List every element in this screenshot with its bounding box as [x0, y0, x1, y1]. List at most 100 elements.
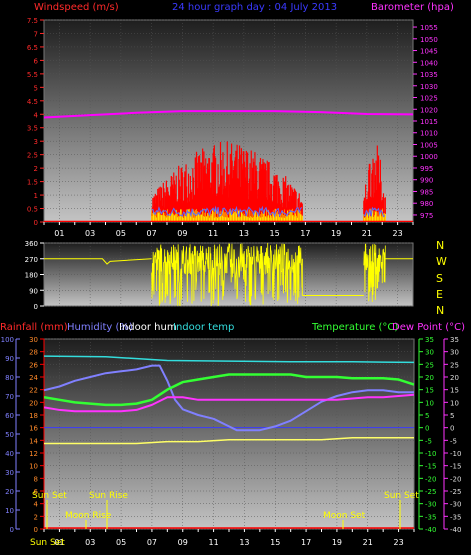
climate-x-tick-label: 15 [270, 538, 280, 547]
rain-y-tick-label: 14 [29, 437, 38, 445]
direction-spikes [363, 243, 386, 303]
wind-x-tick-label: 19 [331, 229, 341, 238]
dewpoint-y-tick-label: -25 [450, 488, 461, 496]
wind-y-tick-label: 0.5 [27, 206, 38, 214]
barometer-y-tick-label: 1020 [420, 106, 438, 114]
humidity-y-tick-label: 100 [1, 336, 14, 344]
climate-x-tick-label: 07 [147, 538, 157, 547]
barometer-y-tick-label: 1000 [420, 153, 438, 161]
barometer-y-tick-label: 995 [420, 165, 433, 173]
indoor-temp-line [44, 355, 414, 364]
wind-y-tick-label: 3 [34, 138, 38, 146]
direction-plot-area [43, 242, 414, 307]
temperature-axis-label: Temperature (°C) [311, 322, 398, 333]
wind-x-tick-label: 09 [177, 229, 187, 238]
direction-y-tick-label: 360 [25, 240, 38, 248]
climate-x-tick-label: 11 [208, 538, 218, 547]
rain-y-tick-label: 16 [29, 425, 38, 433]
indoor-hum-line [44, 437, 414, 445]
barometer-y-tick-label: 1035 [420, 71, 438, 79]
climate-x-tick-label: 13 [239, 538, 249, 547]
barometer-y-tick-label: 985 [420, 188, 433, 196]
climate-x-tick-label: 17 [301, 538, 311, 547]
wind-x-tick-label: 17 [300, 229, 310, 238]
rain-y-tick-label: 26 [29, 361, 38, 369]
compass-label: N [436, 239, 444, 252]
rain-y-tick-label: 2 [34, 513, 38, 521]
direction-spikes [151, 243, 303, 306]
climate-x-tick-label: 23 [393, 538, 403, 547]
wind-y-tick-label: 7.5 [27, 17, 38, 25]
temperature-y-tick-label: 10 [425, 399, 434, 407]
wind-x-tick-label: 11 [208, 229, 218, 238]
barometer-y-tick-label: 975 [420, 212, 433, 220]
rainfall-axis-label: Rainfall (mm) [0, 322, 68, 333]
indoor-hum-label: Indoor hum [119, 322, 177, 333]
direction-y-tick-label: 0 [34, 303, 38, 311]
dewpoint-y-tick-label: -40 [450, 526, 461, 534]
temperature-y-tick-label: -20 [425, 475, 436, 483]
humidity-y-tick-label: 80 [5, 374, 14, 382]
humidity-y-tick-label: 60 [5, 412, 14, 420]
wind-y-tick-label: 0 [34, 219, 38, 227]
temperature-y-tick-label: 30 [425, 349, 434, 357]
direction-line [44, 258, 152, 265]
barometer-y-tick-label: 980 [420, 200, 433, 208]
climate-x-tick-label: 21 [363, 538, 373, 547]
compass-label: E [436, 288, 443, 301]
rain-y-tick-label: 6 [34, 488, 39, 496]
humidity-y-tick-label: 50 [5, 431, 14, 439]
barometer-y-tick-label: 1055 [420, 24, 438, 32]
humidity-line [44, 364, 414, 432]
sun-set-left-label: Sun Set [32, 491, 67, 501]
climate-x-tick-label: 01 [54, 538, 64, 547]
direction-y-tick-label: 180 [25, 272, 38, 280]
dewpoint-axis-label: Dew Point (°C) [392, 322, 465, 333]
dewpoint-y-tick-label: 30 [450, 349, 459, 357]
humidity-axis-label: Humidity (%) [67, 322, 133, 333]
wind-x-tick-label: 21 [362, 229, 372, 238]
wind-y-tick-label: 1 [34, 192, 38, 200]
humidity-y-tick-label: 10 [5, 507, 14, 515]
rain-y-tick-label: 18 [29, 412, 38, 420]
barometer-y-tick-label: 1015 [420, 118, 438, 126]
wind-x-tick-label: 05 [116, 229, 126, 238]
wind-x-tick-label: 07 [147, 229, 157, 238]
temperature-y-tick-label: 25 [425, 361, 434, 369]
wind-y-tick-label: 6.5 [27, 44, 38, 52]
dewpoint-y-tick-label: 5 [450, 412, 454, 420]
dewpoint-y-tick-label: -30 [450, 501, 461, 509]
barometer-y-tick-label: 1010 [420, 130, 438, 138]
dewpoint-y-tick-label: -20 [450, 475, 461, 483]
temperature-y-tick-label: 15 [425, 387, 434, 395]
wind-y-tick-label: 1.5 [27, 179, 38, 187]
dewpoint-y-tick-label: 0 [450, 425, 454, 433]
rain-y-tick-label: 28 [29, 349, 38, 357]
humidity-y-tick-label: 40 [5, 450, 14, 458]
dewpoint-y-tick-label: 35 [450, 336, 459, 344]
rain-y-tick-label: 12 [29, 450, 38, 458]
wind-x-tick-label: 13 [239, 229, 249, 238]
compass-label: N [436, 304, 444, 317]
direction-y-tick-label: 90 [29, 287, 38, 295]
wind-y-tick-label: 7 [34, 30, 38, 38]
wind-x-tick-label: 23 [393, 229, 403, 238]
temperature-y-tick-label: -35 [425, 513, 436, 521]
wind-y-tick-label: 4 [34, 111, 39, 119]
rain-y-tick-label: 0 [34, 526, 38, 534]
dewpoint-y-tick-label: -35 [450, 513, 461, 521]
humidity-y-tick-label: 70 [5, 393, 14, 401]
average-wind-line [363, 206, 386, 218]
temperature-y-tick-label: -10 [425, 450, 436, 458]
rain-y-tick-label: 20 [29, 399, 38, 407]
moon-set-label: Moon Set [323, 511, 366, 521]
wind-plot-area [43, 19, 414, 223]
wind-y-tick-label: 5.5 [27, 71, 38, 79]
chart-title: 24 hour graph day : 04 July 2013 [172, 2, 337, 13]
barometer-y-tick-label: 1025 [420, 95, 438, 103]
sun-set-axis-label: Sun Set [30, 538, 65, 548]
dewpoint-y-tick-label: 10 [450, 399, 459, 407]
temperature-y-tick-label: -30 [425, 501, 436, 509]
temperature-y-tick-label: -15 [425, 463, 436, 471]
humidity-y-tick-label: 20 [5, 488, 14, 496]
